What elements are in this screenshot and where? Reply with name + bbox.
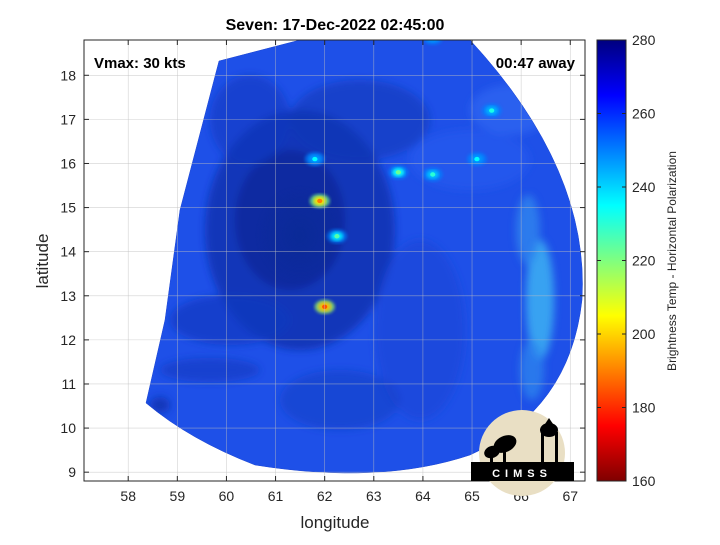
y-tick-label: 16 <box>60 155 76 171</box>
y-tick-label: 11 <box>61 376 76 392</box>
convective-cell <box>326 229 347 244</box>
convective-cell <box>388 165 409 180</box>
x-axis-label: longitude <box>300 513 369 532</box>
colorbar-tick-label: 260 <box>632 106 656 122</box>
colorbar-tick-label: 180 <box>632 400 656 416</box>
cimss-logo-text: CIMSS <box>492 468 552 480</box>
convective-cell <box>481 103 502 118</box>
grid-lines <box>84 40 585 481</box>
colorbar-tick-label: 220 <box>632 253 656 269</box>
convective-cell <box>466 152 487 167</box>
y-axis-label: latitude <box>33 234 52 289</box>
y-tick-label: 17 <box>60 111 76 127</box>
y-axis-ticks: 9 10 11 12 13 14 15 16 17 18 <box>60 67 585 480</box>
colorbar-tick-label: 160 <box>632 473 656 489</box>
vmax-annotation: Vmax: 30 kts <box>94 55 186 72</box>
x-tick-label: 58 <box>120 488 136 504</box>
cimss-logo: CIMSS <box>471 410 574 496</box>
colorbar-gradient <box>596 39 627 482</box>
convective-cell <box>423 40 443 45</box>
x-tick-label: 67 <box>562 488 578 504</box>
time-away-annotation: 00:47 away <box>496 55 576 72</box>
colorbar-tick-label: 200 <box>632 326 656 342</box>
colorbar: 280 260 240 220 200 180 160 Brightness Temp - … <box>596 32 679 489</box>
x-tick-label: 63 <box>366 488 382 504</box>
colorbar-label: Brightness Temp - Horizontal Polarizatio… <box>665 151 679 371</box>
y-tick-label: 18 <box>60 67 76 83</box>
axes-box <box>83 39 586 482</box>
convective-cell <box>304 152 325 167</box>
plot-title: Seven: 17-Dec-2022 02:45:00 <box>226 17 445 34</box>
y-tick-label: 9 <box>68 464 76 480</box>
x-tick-label: 62 <box>317 488 333 504</box>
x-tick-label: 64 <box>415 488 431 504</box>
colorbar-tick-label: 240 <box>632 179 656 195</box>
y-tick-label: 10 <box>60 420 76 436</box>
convective-cell <box>422 167 443 182</box>
x-tick-label: 59 <box>170 488 186 504</box>
y-tick-label: 13 <box>60 288 76 304</box>
convective-cell <box>309 193 330 208</box>
y-tick-label: 14 <box>60 244 76 260</box>
y-tick-label: 12 <box>60 332 76 348</box>
y-tick-label: 15 <box>60 200 76 216</box>
x-tick-label: 60 <box>219 488 235 504</box>
x-tick-label: 65 <box>464 488 480 504</box>
colorbar-tick-label: 280 <box>632 32 656 48</box>
colorbar-ticks: 280 260 240 220 200 180 160 <box>597 32 656 489</box>
satellite-swath <box>145 40 583 474</box>
x-tick-label: 61 <box>268 488 284 504</box>
